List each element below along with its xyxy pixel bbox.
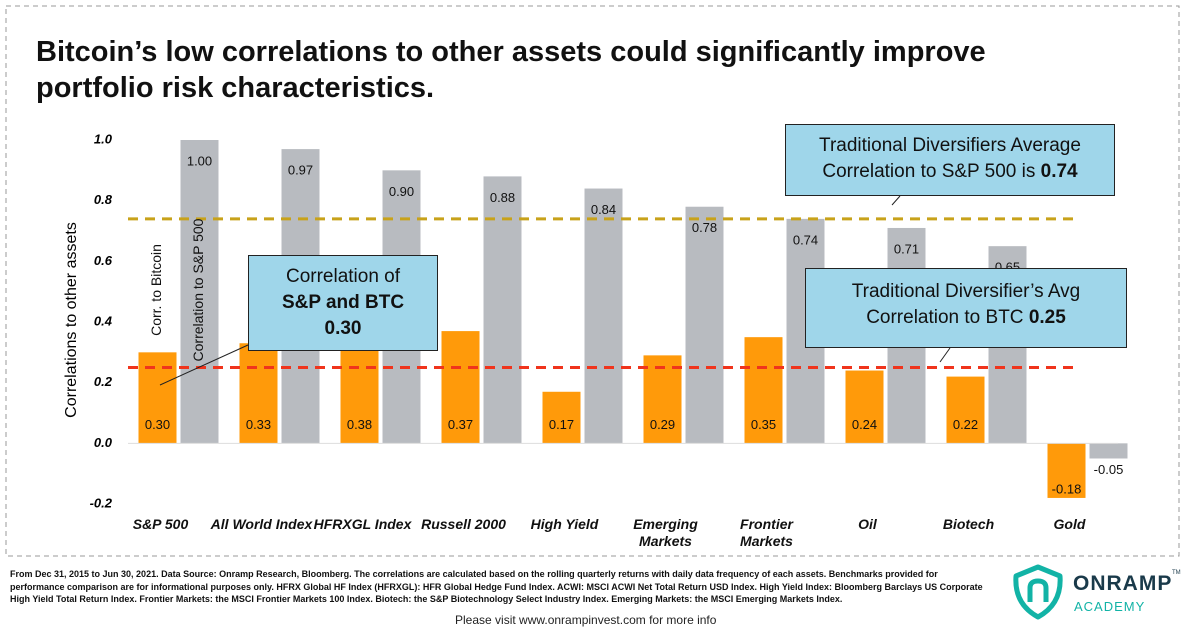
x-tick-label: HFRXGL Index	[313, 516, 412, 532]
bar	[180, 140, 219, 444]
bar	[744, 337, 783, 444]
y-tick-label: 0.4	[94, 313, 113, 328]
frame	[5, 5, 1180, 557]
callout-text: Traditional Diversifier’s Avg Correlatio…	[851, 281, 1081, 328]
value-label: 0.71	[894, 241, 919, 256]
value-label: 0.22	[953, 417, 978, 432]
x-tick-label: S&P 500	[132, 516, 189, 532]
y-tick-label: 0.2	[94, 374, 113, 389]
value-label: 0.78	[692, 220, 717, 235]
value-label: 0.38	[347, 417, 372, 432]
x-tick-label: Frontier Markets	[740, 516, 793, 549]
value-label: 0.24	[852, 417, 877, 432]
logo-text: ONRAMP	[1073, 572, 1173, 595]
y-tick-label: 1.0	[94, 131, 113, 146]
callout: Correlation of S&P and BTC 0.30	[248, 255, 438, 351]
value-label: 0.90	[389, 184, 414, 199]
bar	[946, 376, 985, 444]
title: Bitcoin’s low correlations to other asse…	[36, 36, 986, 104]
x-tick-label: Emerging Markets	[633, 516, 698, 549]
bar	[584, 188, 623, 444]
bar	[542, 391, 581, 444]
y-tick-label: 0.0	[94, 435, 113, 450]
bar	[1089, 443, 1128, 459]
y-tick-label: 0.6	[94, 253, 113, 268]
bar	[685, 206, 724, 444]
value-label: 0.97	[288, 163, 313, 178]
y-tick-label: -0.2	[90, 495, 113, 510]
bar	[441, 331, 480, 444]
logo-sub: ACADEMY	[1074, 599, 1146, 614]
bar	[643, 355, 682, 444]
connector	[891, 195, 901, 206]
x-tick-label: Oil	[858, 516, 877, 532]
value-label: 0.30	[145, 417, 170, 432]
connector	[939, 347, 951, 363]
footnote: From Dec 31, 2015 to Jun 30, 2021. Data …	[10, 569, 983, 604]
legend-label: Corr. to Bitcoin	[148, 244, 164, 336]
legend-label: Correlation to S&P 500	[190, 218, 206, 361]
bar	[1047, 443, 1086, 498]
connector	[159, 344, 249, 386]
y-tick-label: 0.8	[94, 192, 113, 207]
callout: Traditional Diversifier’s Avg Correlatio…	[805, 268, 1127, 348]
logo-tm: TM	[1172, 570, 1181, 576]
x-tick-label: Biotech	[942, 516, 995, 532]
value-label: 0.17	[549, 417, 574, 432]
value-label: 0.74	[793, 232, 818, 247]
callout-bold: 0.74	[1040, 161, 1078, 182]
callout-text: Traditional Diversifiers Average Correla…	[819, 135, 1081, 182]
value-label: 1.00	[187, 153, 212, 168]
callout-bold: S&P and BTC 0.30	[281, 292, 405, 339]
y-axis-title: Correlations to other assets	[63, 222, 80, 418]
bar	[845, 370, 884, 444]
visit-text: Please visit www.onrampinvest.com for mo…	[455, 613, 717, 627]
callout-bold: 0.25	[1028, 307, 1066, 328]
bar	[239, 343, 278, 444]
value-label: -0.18	[1052, 481, 1082, 496]
x-tick-label: High Yield	[530, 516, 599, 532]
bar	[483, 176, 522, 444]
value-label: 0.37	[448, 417, 473, 432]
value-label: 0.29	[650, 417, 675, 432]
value-label: 0.84	[591, 202, 616, 217]
value-label: 0.88	[490, 190, 515, 205]
logo-icon	[1013, 564, 1063, 620]
callout: Traditional Diversifiers Average Correla…	[785, 124, 1115, 196]
x-tick-label: Gold	[1053, 516, 1086, 532]
x-tick-label: All World Index	[210, 516, 313, 532]
callout-text: Correlation of	[285, 266, 401, 287]
value-label: 0.35	[751, 417, 776, 432]
value-label: 0.33	[246, 417, 271, 432]
x-tick-label: Russell 2000	[421, 516, 506, 532]
value-label: -0.05	[1094, 462, 1124, 477]
